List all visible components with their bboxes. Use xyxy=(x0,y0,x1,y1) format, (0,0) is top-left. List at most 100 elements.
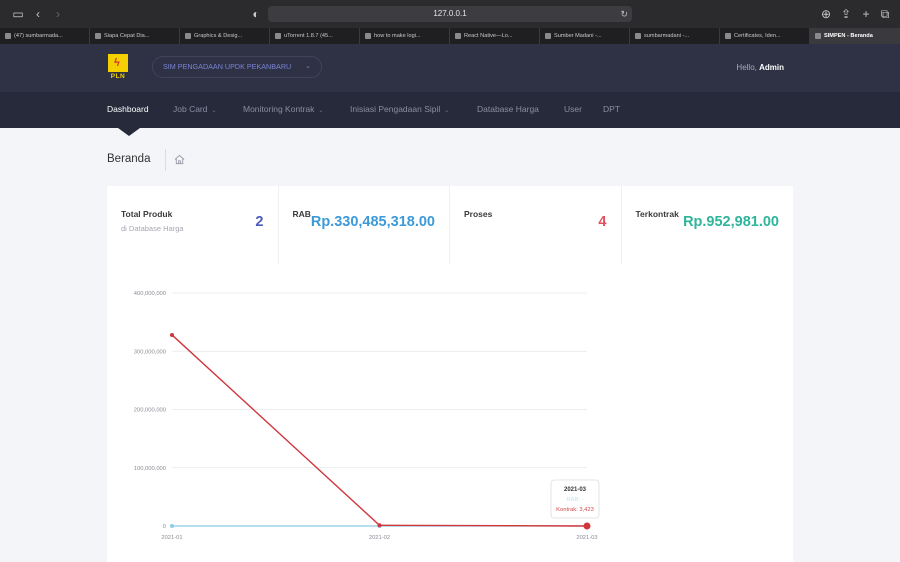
y-tick-label: 100,000,000 xyxy=(134,466,166,472)
chart-tooltip xyxy=(550,479,600,519)
nav-item-label: Dashboard xyxy=(107,104,149,114)
browser-toolbar: ▭ ‹ › ◐ 127.0.0.1 ↻ ⊕ ⇪ + ⧉ xyxy=(0,0,900,28)
reload-icon[interactable]: ↻ xyxy=(620,9,628,19)
tab-label: Siapa Cepat Dia... xyxy=(104,33,150,39)
unit-select[interactable]: SIM PENGADAAN UPDK PEKANBARU ⌄ xyxy=(152,56,322,78)
new-tab-icon[interactable]: + xyxy=(862,7,870,21)
pln-logo[interactable]: ϟ PLN xyxy=(108,54,128,82)
stat-value: Rp.952,981.00 xyxy=(683,214,779,230)
tab-label: sumbarmadani -... xyxy=(644,33,690,39)
chevron-down-icon: ⌄ xyxy=(211,108,217,114)
nav-item-label: Job Card xyxy=(173,104,208,114)
stat-value: Rp.330,485,318.00 xyxy=(310,214,435,230)
stat-card-rab: RAB Rp.330,485,318.00 xyxy=(279,186,450,264)
privacy-shield-icon[interactable]: ◐ xyxy=(252,7,260,21)
nav-item-dpt[interactable]: DPT xyxy=(603,104,620,114)
browser-tab[interactable]: SIMPEN - Beranda xyxy=(810,28,900,44)
unit-select-value: SIM PENGADAAN UPDK PEKANBARU xyxy=(163,62,292,71)
nav-item-label: DPT xyxy=(603,104,620,114)
x-tick-label: 2021-01 xyxy=(161,535,182,541)
download-icon[interactable]: ⊕ xyxy=(820,7,832,21)
chevron-down-icon: ⌄ xyxy=(318,108,324,114)
logo-text: PLN xyxy=(110,73,126,80)
logo-box xyxy=(108,54,128,72)
stat-card-proses: Proses 4 xyxy=(450,186,622,264)
browser-tab[interactable]: Siapa Cepat Dia... xyxy=(90,28,180,44)
nav-item-label: User xyxy=(564,104,582,114)
tooltip-title: 2021-03 xyxy=(564,487,587,493)
nav-item-inisiasi-pengadaan-sipil[interactable]: Inisiasi Pengadaan Sipil ⌄ xyxy=(350,104,449,114)
x-tick-label: 2021-02 xyxy=(369,535,390,541)
active-nav-pointer xyxy=(118,128,140,136)
tab-label: how to make logi... xyxy=(374,33,421,39)
chevron-down-icon: ⌄ xyxy=(305,63,311,70)
nav-item-user[interactable]: User xyxy=(564,104,582,114)
stat-label: RAB xyxy=(292,209,311,219)
tab-favicon-icon xyxy=(275,33,281,39)
main-nav: Dashboard Job Card ⌄ Monitoring Kontrak ⌄ Ini… xyxy=(0,92,900,128)
data-point-kontrak xyxy=(583,522,591,530)
tab-label: Graphics & Desig... xyxy=(194,33,243,39)
stat-value: 4 xyxy=(598,214,607,230)
url-text: 127.0.0.1 xyxy=(433,9,467,18)
stat-label: Proses xyxy=(464,209,493,219)
dashboard-card: Total Produk di Database Harga 2 RAB Rp.330,… xyxy=(107,186,793,562)
tab-label: React Native—Lo... xyxy=(464,33,513,39)
app-header: ϟ PLN SIM PENGADAAN UPDK PEKANBARU ⌄ Hel… xyxy=(0,44,900,92)
tab-label: Certificates, Iden... xyxy=(734,33,781,39)
stat-card-total-produk: Total Produk di Database Harga 2 xyxy=(107,186,279,264)
browser-tab[interactable]: (47) sumbarmada... xyxy=(0,28,90,44)
tab-overview-icon[interactable]: ⧉ xyxy=(880,7,890,21)
tab-favicon-icon xyxy=(5,33,11,39)
stat-label: Total Produk xyxy=(121,209,173,219)
y-tick-label: 400,000,000 xyxy=(134,291,166,297)
tab-favicon-icon xyxy=(95,33,101,39)
address-bar[interactable]: 127.0.0.1 ↻ xyxy=(268,6,632,22)
nav-item-job-card[interactable]: Job Card ⌄ xyxy=(173,104,217,114)
sidebar-toggle-icon[interactable]: ▭ xyxy=(12,7,24,21)
tab-bar: (47) sumbarmada... Siapa Cepat Dia... Grap… xyxy=(0,28,900,44)
tab-favicon-icon xyxy=(725,33,731,39)
browser-tab[interactable]: how to make logi... xyxy=(360,28,450,44)
y-tick-label: 0 xyxy=(163,524,166,530)
user-greeting[interactable]: Hello, Admin xyxy=(736,63,784,72)
browser-tab[interactable]: Graphics & Desig... xyxy=(180,28,270,44)
tab-label: SIMPEN - Beranda xyxy=(824,33,873,39)
browser-tab[interactable]: Sumber Madani -... xyxy=(540,28,630,44)
forward-icon[interactable]: › xyxy=(56,7,60,21)
greeting-prefix: Hello, xyxy=(736,63,757,72)
nav-item-dashboard[interactable]: Dashboard xyxy=(107,104,149,114)
browser-tab[interactable]: Certificates, Iden... xyxy=(720,28,810,44)
nav-item-monitoring-kontrak[interactable]: Monitoring Kontrak ⌄ xyxy=(243,104,323,114)
tab-label: uTorrent 1.8.7 (45... xyxy=(284,33,333,39)
home-icon[interactable] xyxy=(174,154,185,165)
back-icon[interactable]: ‹ xyxy=(36,7,40,21)
line-chart: 0 100,000,000 200,000,000 300,000,000 400,00… xyxy=(134,291,600,541)
stat-sublabel: di Database Harga xyxy=(121,224,184,233)
share-icon[interactable]: ⇪ xyxy=(840,7,852,21)
stat-value: 2 xyxy=(255,214,264,230)
nav-item-label: Monitoring Kontrak xyxy=(243,104,315,114)
tab-favicon-icon xyxy=(455,33,461,39)
stat-card-terkontrak: Terkontrak Rp.952,981.00 xyxy=(622,186,794,264)
y-tick-label: 200,000,000 xyxy=(134,408,166,414)
tab-label: Sumber Madani -... xyxy=(554,33,602,39)
tab-favicon-icon xyxy=(635,33,641,39)
nav-item-label: Inisiasi Pengadaan Sipil xyxy=(350,104,441,114)
data-point-kontrak xyxy=(170,332,174,337)
x-tick-label: 2021-03 xyxy=(576,535,597,541)
browser-tab[interactable]: uTorrent 1.8.7 (45... xyxy=(270,28,360,44)
tab-favicon-icon xyxy=(545,33,551,39)
title-divider xyxy=(165,149,166,171)
nav-item-database-harga[interactable]: Database Harga xyxy=(477,104,539,114)
browser-tab[interactable]: sumbarmadani -... xyxy=(630,28,720,44)
data-point-rab xyxy=(170,524,174,528)
tab-label: (47) sumbarmada... xyxy=(14,33,63,39)
stat-label: Terkontrak xyxy=(635,209,679,219)
tooltip-rab: RAB: - xyxy=(566,497,583,503)
username: Admin xyxy=(759,63,784,72)
tab-favicon-icon xyxy=(185,33,191,39)
tab-favicon-icon xyxy=(365,33,371,39)
nav-item-label: Database Harga xyxy=(477,104,539,114)
browser-tab[interactable]: React Native—Lo... xyxy=(450,28,540,44)
